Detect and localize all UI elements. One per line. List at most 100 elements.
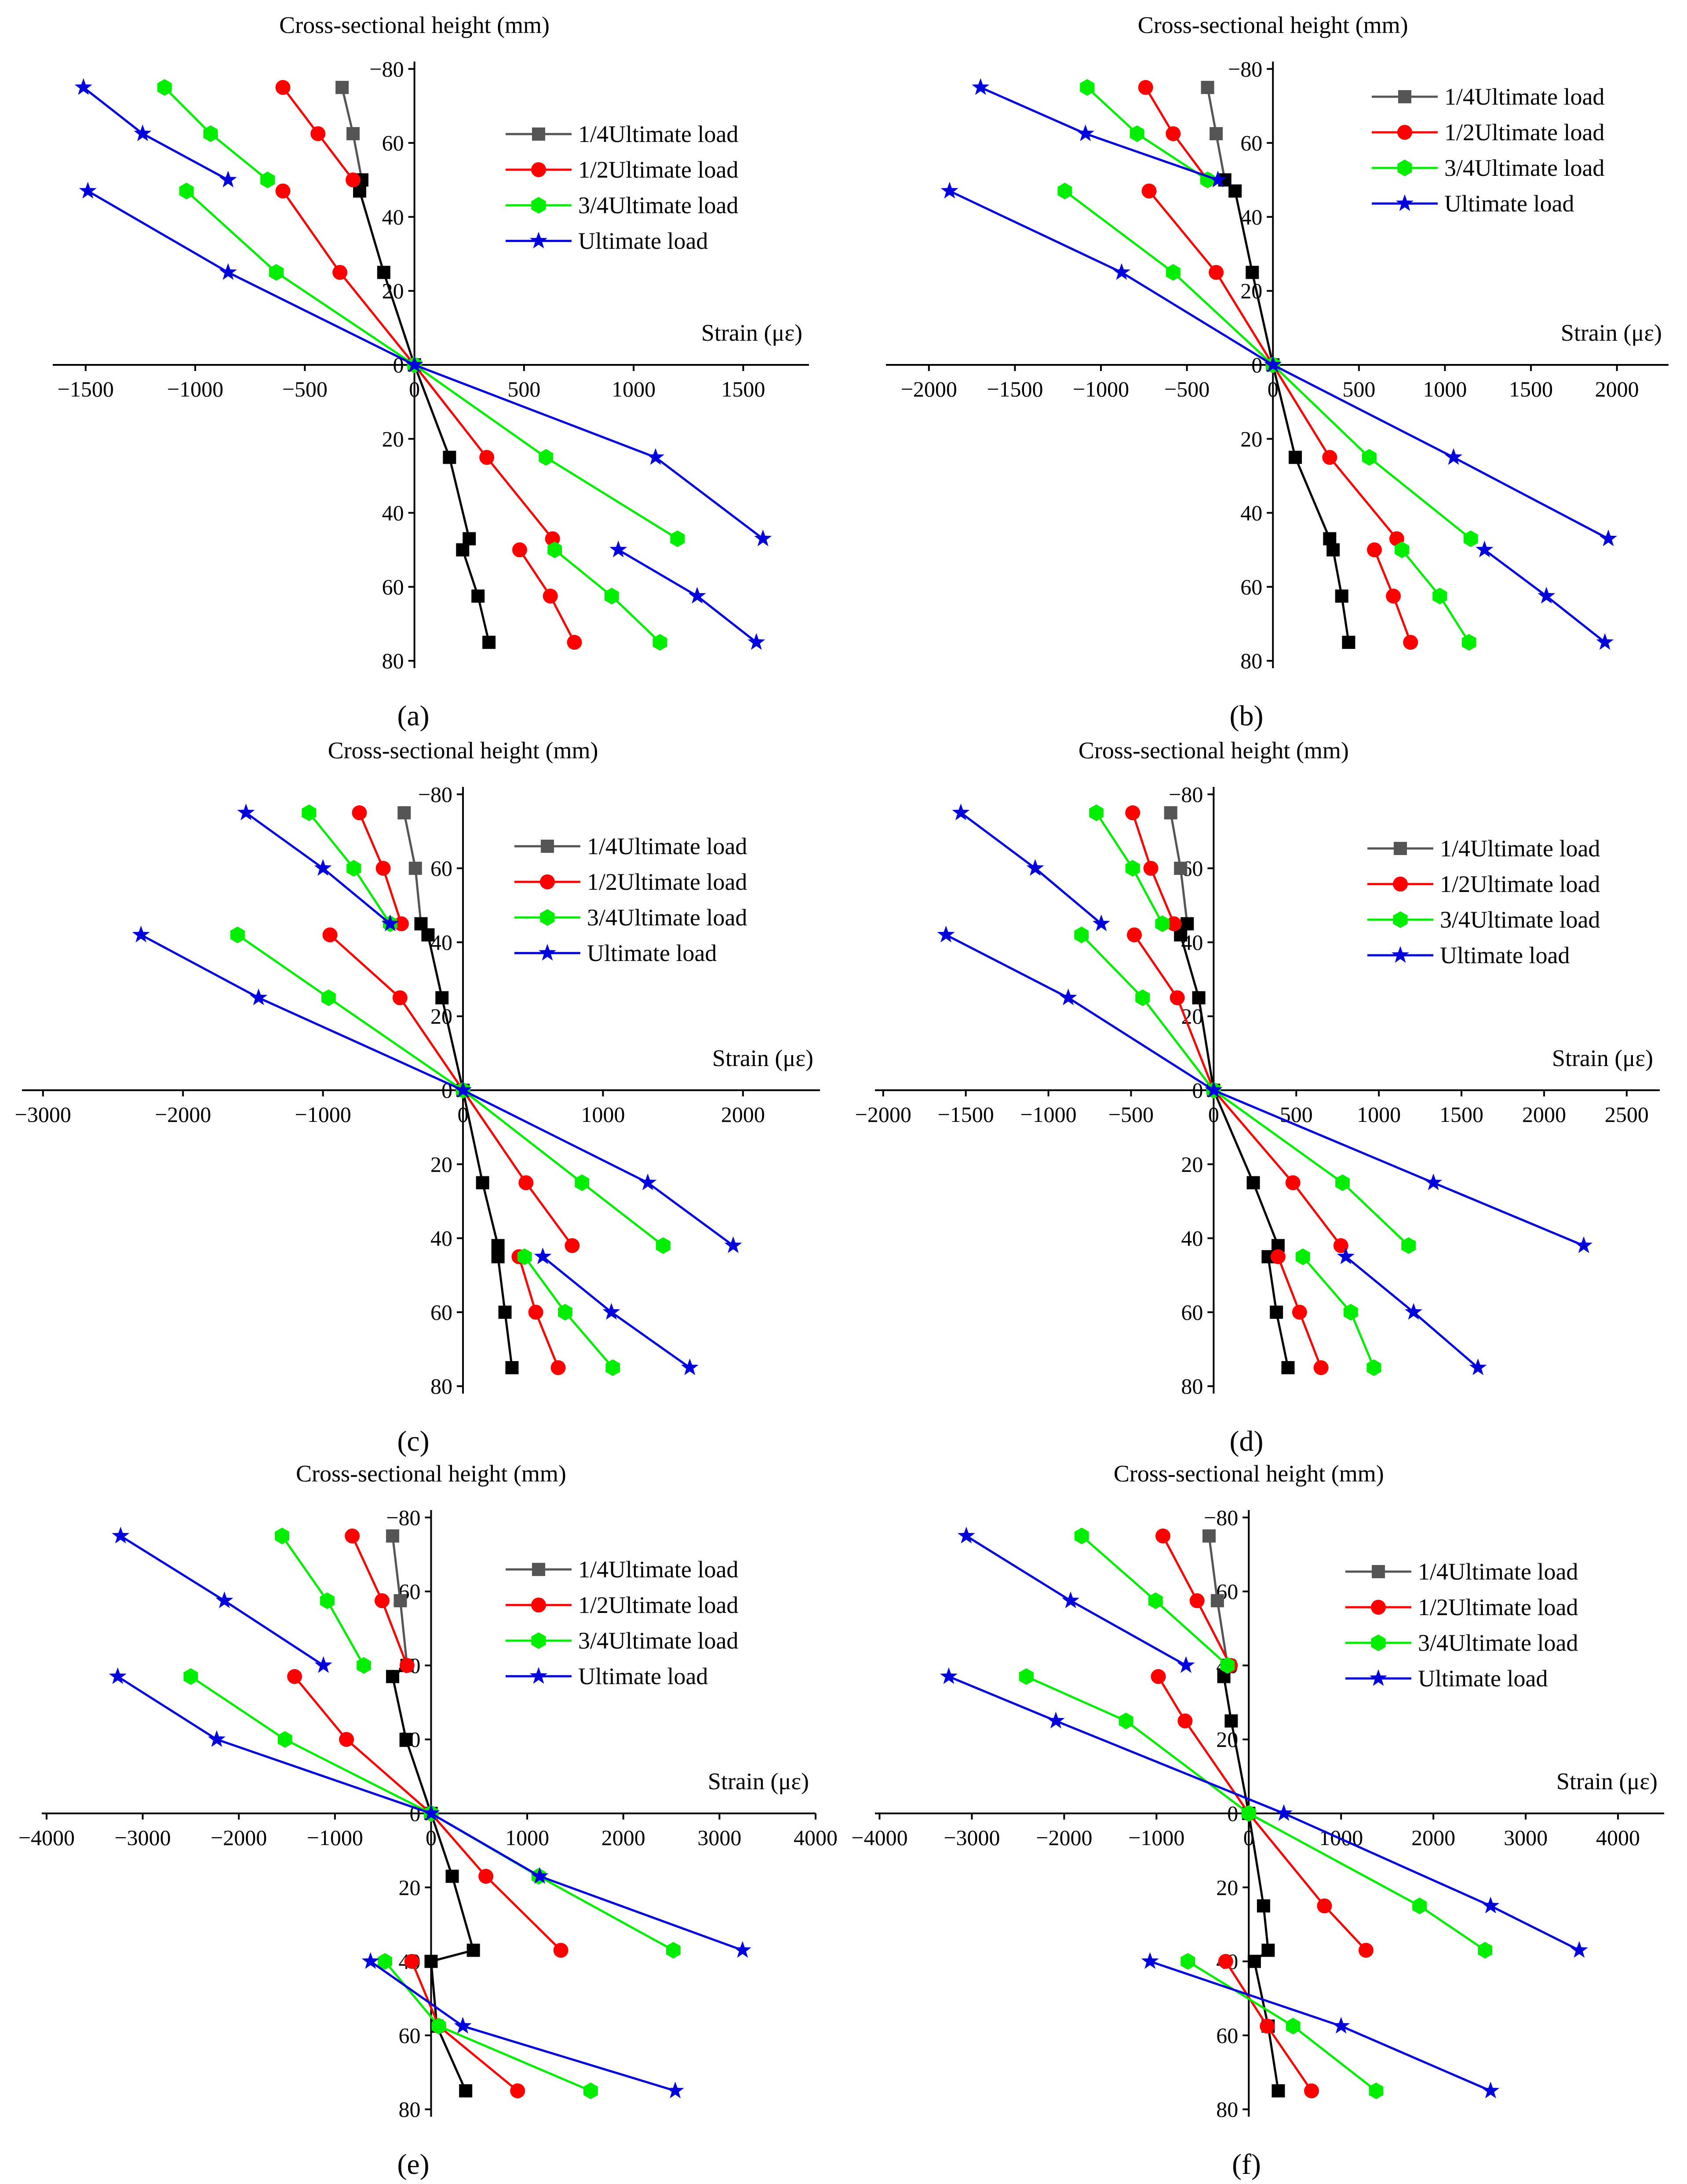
data-point [405, 356, 423, 372]
data-point [79, 182, 97, 199]
data-point [1148, 1592, 1163, 1609]
data-point [567, 635, 582, 650]
legend-marker [1397, 160, 1412, 176]
y-tick-label: 20 [398, 1875, 420, 1900]
legend-item: 3/4Ultimate load [1367, 906, 1600, 933]
data-point [1057, 182, 1072, 200]
data-point [491, 1239, 505, 1252]
data-point [352, 805, 367, 820]
data-point [377, 266, 390, 279]
x-axis-label: Strain (με) [701, 320, 802, 346]
data-point [183, 1668, 198, 1685]
data-point [1241, 1805, 1256, 1822]
data-point [1189, 1593, 1205, 1609]
panel-label: (c) [397, 1425, 429, 1457]
data-point [1177, 1713, 1193, 1729]
data-point [482, 636, 496, 649]
chart-title: Cross-sectional height (mm) [328, 737, 598, 764]
data-point [1405, 1303, 1422, 1320]
x-tick-label: 1000 [1357, 1102, 1401, 1127]
data-point [1281, 1361, 1295, 1375]
data-point [1202, 1529, 1216, 1543]
series-square [1201, 80, 1355, 649]
legend-label: Ultimate load [1444, 190, 1574, 217]
x-tick-label: 2000 [601, 1825, 645, 1850]
data-point [361, 1952, 379, 1969]
x-tick-label: 1000 [612, 377, 656, 401]
data-point [456, 543, 470, 557]
data-point [1080, 79, 1095, 96]
x-tick-label: −500 [282, 377, 328, 401]
data-point [656, 1237, 670, 1254]
data-point [394, 1594, 407, 1608]
x-tick-label: −500 [1164, 377, 1210, 401]
data-point [491, 1250, 505, 1263]
y-tick-label: 80 [398, 2097, 420, 2122]
x-tick-label: −3000 [944, 1825, 1000, 1850]
data-point [1201, 80, 1214, 94]
data-point [940, 1667, 958, 1684]
data-point [670, 530, 685, 547]
data-point [1482, 1896, 1500, 1914]
data-point [1218, 1954, 1233, 1969]
data-point [1292, 1304, 1307, 1320]
x-tick-label: −2000 [155, 1102, 211, 1127]
legend-label: Ultimate load [1440, 942, 1570, 968]
data-point [1181, 1953, 1195, 1970]
x-tick-label: −4000 [851, 1825, 907, 1850]
data-point [553, 1943, 568, 1958]
series-circle [1125, 805, 1348, 1376]
data-point [431, 2017, 446, 2035]
data-point [1074, 1527, 1089, 1544]
data-point [215, 1591, 233, 1609]
data-point [346, 172, 361, 188]
legend-marker [532, 1563, 545, 1576]
x-tick-label: 2000 [1595, 377, 1639, 401]
data-point [1270, 1249, 1286, 1264]
data-point [1367, 542, 1382, 557]
data-point [1141, 183, 1157, 199]
data-point [374, 1593, 390, 1609]
data-point [463, 532, 476, 546]
legend-label: 1/2Ultimate load [578, 1592, 738, 1618]
y-tick-label: −80 [369, 57, 404, 81]
x-tick-label: −1000 [1020, 1102, 1076, 1127]
legend-marker [1372, 1565, 1385, 1578]
data-point [386, 1529, 400, 1543]
data-point [275, 1527, 289, 1544]
data-point [1272, 2084, 1285, 2098]
data-point [454, 2017, 472, 2034]
data-point [543, 588, 558, 604]
legend-marker [531, 1632, 546, 1649]
legend-item: 3/4Ultimate load [506, 1627, 738, 1654]
legend-marker [531, 197, 546, 214]
legend-marker [539, 944, 556, 961]
legend-marker [530, 232, 547, 248]
series-square [386, 1529, 480, 2098]
data-point [724, 1236, 742, 1253]
data-point [733, 1941, 751, 1958]
data-point [565, 1238, 580, 1253]
legend-label: 3/4Ultimate load [1444, 155, 1604, 181]
data-point [1220, 1657, 1235, 1674]
data-point [1026, 859, 1044, 876]
legend-marker [1393, 911, 1408, 928]
panel-label: (d) [1230, 1425, 1264, 1457]
legend-label: 1/4Ultimate load [1418, 1558, 1578, 1585]
data-point [1445, 448, 1462, 465]
data-point [1313, 1360, 1329, 1376]
data-point [109, 1667, 127, 1684]
series-star [937, 803, 1593, 1376]
data-point [604, 587, 619, 604]
legend-marker [1396, 194, 1414, 211]
data-point [1362, 449, 1377, 466]
x-tick-label: 1000 [581, 1102, 625, 1127]
data-point [1425, 1173, 1443, 1190]
panel-b: −2000 −1500 −1000 −500 0 500 1000 1500 2000−8060… [886, 12, 1669, 732]
data-point [208, 1730, 226, 1747]
data-point [1181, 917, 1194, 931]
y-tick-label: 60 [430, 856, 452, 881]
data-point [512, 542, 527, 557]
data-point [1166, 126, 1181, 142]
data-point [1575, 1236, 1593, 1253]
